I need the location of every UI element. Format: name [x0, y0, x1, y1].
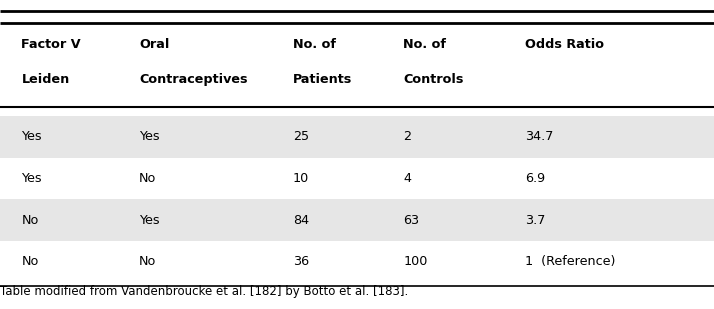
- Text: Factor V: Factor V: [21, 38, 81, 51]
- Text: Yes: Yes: [139, 130, 160, 143]
- Text: Odds Ratio: Odds Ratio: [525, 38, 604, 51]
- Text: 34.7: 34.7: [525, 130, 553, 143]
- Text: 36: 36: [293, 255, 309, 269]
- Text: Yes: Yes: [139, 214, 160, 227]
- Text: No: No: [139, 255, 156, 269]
- Text: Contraceptives: Contraceptives: [139, 73, 248, 86]
- Text: 63: 63: [403, 214, 420, 227]
- Text: Leiden: Leiden: [21, 73, 70, 86]
- Text: Table modified from Vandenbroucke et al. [182] by Botto et al. [183].: Table modified from Vandenbroucke et al.…: [0, 285, 408, 298]
- Text: 4: 4: [403, 172, 411, 185]
- Text: 10: 10: [293, 172, 309, 185]
- Text: Patients: Patients: [293, 73, 352, 86]
- Text: No: No: [139, 172, 156, 185]
- Text: Yes: Yes: [21, 172, 42, 185]
- Text: 6.9: 6.9: [525, 172, 545, 185]
- Text: No. of: No. of: [403, 38, 446, 51]
- Text: Oral: Oral: [139, 38, 170, 51]
- Text: No: No: [21, 255, 39, 269]
- Text: No. of: No. of: [293, 38, 336, 51]
- Text: 1  (Reference): 1 (Reference): [525, 255, 615, 269]
- Text: 2: 2: [403, 130, 411, 143]
- Text: Yes: Yes: [21, 130, 42, 143]
- Text: 84: 84: [293, 214, 309, 227]
- Text: 25: 25: [293, 130, 309, 143]
- Text: No: No: [21, 214, 39, 227]
- Text: 100: 100: [403, 255, 428, 269]
- Bar: [0, 116, 714, 158]
- Text: 3.7: 3.7: [525, 214, 545, 227]
- Text: Controls: Controls: [403, 73, 464, 86]
- Bar: [0, 199, 714, 241]
